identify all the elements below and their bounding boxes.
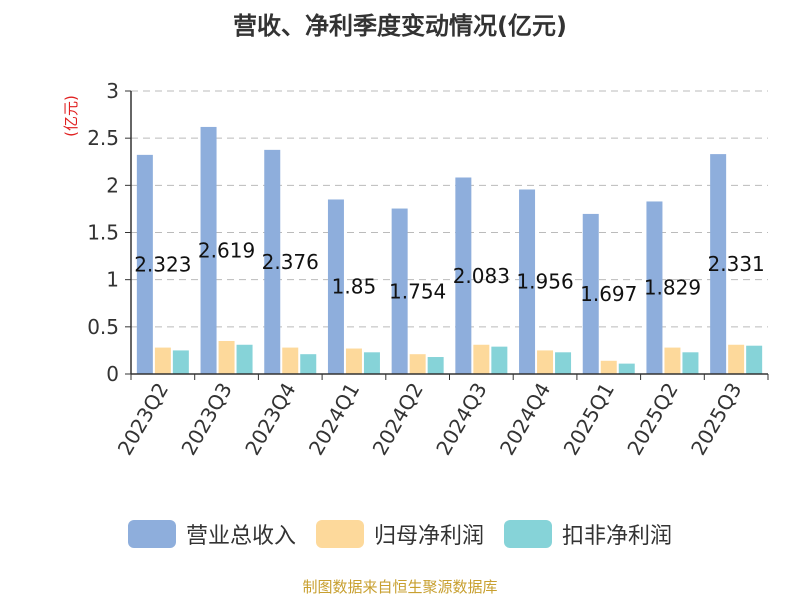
bar-2 <box>218 340 235 374</box>
data-label: 1.85 <box>332 275 377 299</box>
bar-1 <box>200 126 217 374</box>
x-tick-label: 2023Q4 <box>240 379 300 460</box>
bar-2 <box>282 347 299 374</box>
x-tick-label: 2024Q1 <box>304 379 364 460</box>
bar-3 <box>682 352 699 374</box>
data-label: 2.331 <box>708 252 765 276</box>
bar-2 <box>600 360 617 374</box>
data-label: 2.083 <box>453 264 510 288</box>
bars <box>136 126 763 374</box>
data-label: 1.829 <box>644 276 701 300</box>
bar-2 <box>664 347 681 374</box>
bar-2 <box>154 347 171 374</box>
legend-swatch <box>504 520 552 548</box>
bar-2 <box>345 348 362 374</box>
legend: 营业总收入 归母净利润 扣非净利润 <box>0 518 800 550</box>
data-labels: 2.323 2.619 2.376 1.85 1.754 2.083 1.956 1.697 1… <box>134 238 765 305</box>
legend-label: 归母净利润 <box>373 524 484 549</box>
data-label: 2.619 <box>198 238 255 262</box>
bar-1 <box>264 149 281 374</box>
bar-3 <box>363 352 380 374</box>
bar-3 <box>555 352 572 374</box>
bar-1 <box>710 154 727 374</box>
legend-label: 扣非净利润 <box>562 524 673 549</box>
bar-3 <box>491 346 508 374</box>
y-tick-label: 3 <box>106 79 119 103</box>
x-tick-label: 2023Q3 <box>176 379 236 460</box>
y-tick-label: 2.5 <box>87 126 119 150</box>
bar-3 <box>618 363 635 374</box>
y-tick-label: 0 <box>106 362 119 386</box>
y-tick-label: 1 <box>106 268 119 292</box>
source-note: 制图数据来自恒生聚源数据库 <box>302 578 498 596</box>
bar-2 <box>409 354 426 374</box>
legend-item-3[interactable]: 扣非净利润 <box>504 518 672 550</box>
bar-1 <box>646 201 663 374</box>
bar-1 <box>519 189 536 374</box>
bar-1 <box>455 177 472 374</box>
data-label: 1.956 <box>516 270 573 294</box>
x-tick-label: 2023Q2 <box>113 379 173 460</box>
bar-3 <box>236 344 253 374</box>
chart-title: 营收、净利季度变动情况(亿元) <box>233 12 567 40</box>
legend-label: 营业总收入 <box>185 524 296 549</box>
x-tick-label: 2024Q2 <box>368 379 428 460</box>
legend-swatch <box>315 520 364 548</box>
bar-2 <box>473 344 490 374</box>
legend-swatch <box>127 520 176 548</box>
y-tick-label: 1.5 <box>87 221 119 245</box>
data-label: 2.376 <box>262 250 319 274</box>
data-label: 2.323 <box>134 252 191 276</box>
legend-item-1[interactable]: 营业总收入 <box>127 518 296 550</box>
x-tick-label: 2024Q3 <box>431 378 491 459</box>
bar-1 <box>327 199 344 374</box>
data-label: 1.697 <box>580 282 637 306</box>
bar-1 <box>391 208 408 374</box>
bar-3 <box>300 354 317 374</box>
bar-3 <box>172 350 189 374</box>
bar-2 <box>728 344 745 374</box>
data-label: 1.754 <box>389 279 446 303</box>
bar-3 <box>427 357 444 374</box>
x-tick-label: 2024Q4 <box>495 379 555 460</box>
x-tick-label: 2025Q3 <box>686 379 746 460</box>
y-tick-label: 0.5 <box>87 315 119 339</box>
x-tick-label: 2025Q1 <box>559 379 619 460</box>
bar-2 <box>537 350 554 374</box>
y-tick-label: 2 <box>106 173 119 197</box>
x-tick-label: 2025Q2 <box>622 379 682 460</box>
bar-1 <box>136 154 153 374</box>
bar-1 <box>582 213 599 374</box>
legend-item-2[interactable]: 归母净利润 <box>315 518 484 550</box>
bar-3 <box>746 345 763 374</box>
y-unit-label: (亿元) <box>62 95 80 137</box>
